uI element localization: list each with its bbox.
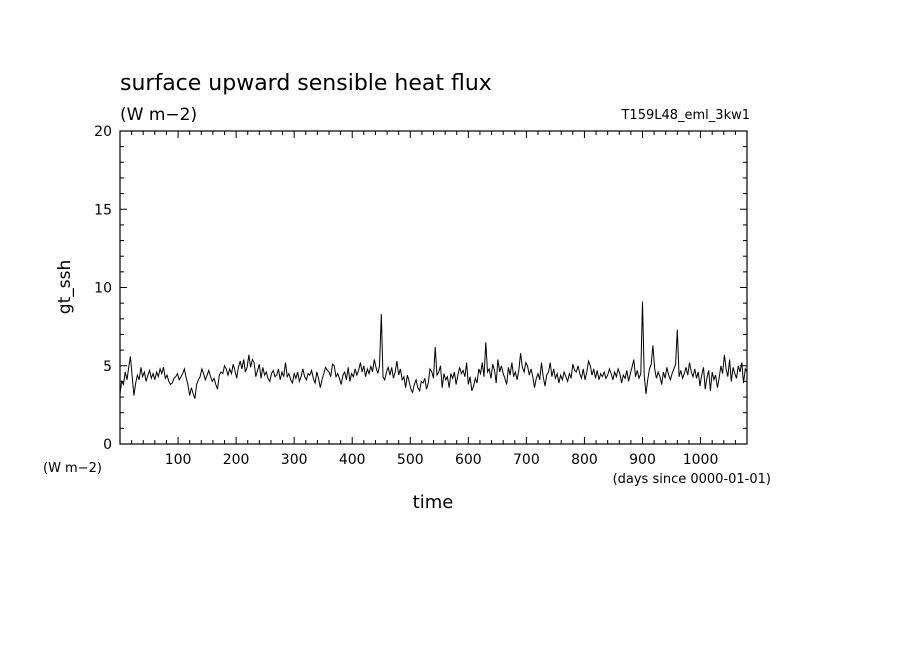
y-tick-label: 5 <box>103 359 112 375</box>
x-unit-label: (days since 0000-01-01) <box>613 472 771 487</box>
x-tick-label: 400 <box>339 452 366 468</box>
x-tick-label: 500 <box>397 452 424 468</box>
x-tick-label: 100 <box>165 452 192 468</box>
x-tick-label: 200 <box>223 452 250 468</box>
y-unit-label: (W m−2) <box>43 461 102 476</box>
x-tick-label: 1000 <box>683 452 719 468</box>
x-tick-label: 800 <box>571 452 598 468</box>
series-line <box>119 301 748 399</box>
plot-frame <box>119 130 748 445</box>
y-tick-label: 0 <box>103 437 112 453</box>
y-tick-label: 10 <box>94 281 112 297</box>
axis-ticks <box>120 131 747 444</box>
x-tick-label: 300 <box>281 452 308 468</box>
run-label: T159L48_eml_3kw1 <box>620 108 750 123</box>
x-tick-label: 600 <box>455 452 482 468</box>
x-tick-label: 900 <box>629 452 656 468</box>
x-tick-label: 700 <box>513 452 540 468</box>
chart-title: surface upward sensible heat flux <box>120 71 492 96</box>
chart-subtitle: (W m−2) <box>120 105 197 125</box>
y-axis-label: gt_ssh <box>55 260 75 314</box>
y-tick-label: 15 <box>94 202 112 218</box>
axis-tick-labels: 100 200 300 400 500 600 700 800 900 1000 0 5 10 15 20 <box>94 124 718 468</box>
y-tick-label: 20 <box>94 124 112 140</box>
x-axis-label: time <box>413 492 454 513</box>
